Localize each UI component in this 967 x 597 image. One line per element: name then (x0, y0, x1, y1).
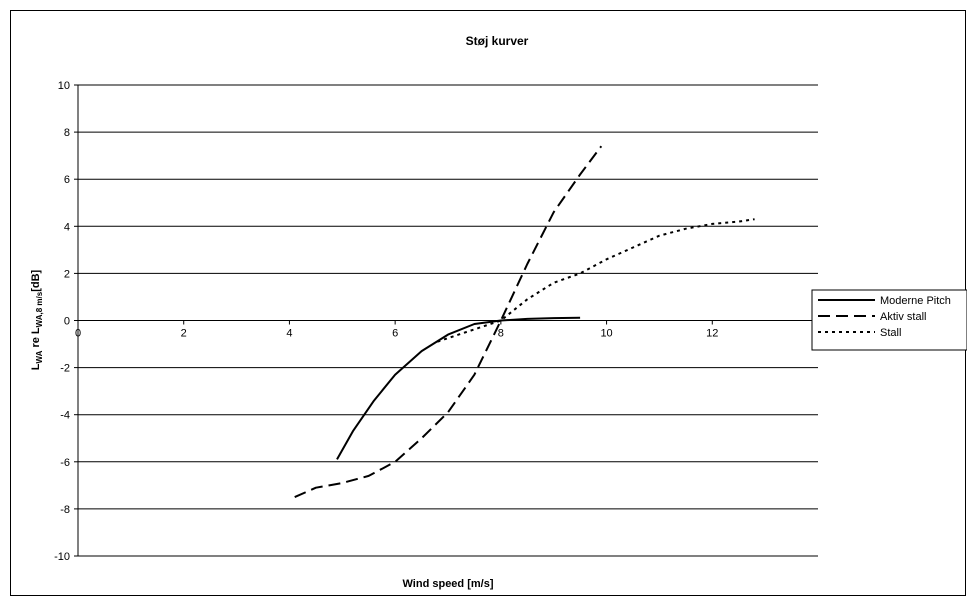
y-tick-label: -10 (54, 551, 70, 563)
chart-frame (10, 10, 966, 596)
y-axis-title-sub-b: WA,8 m/s (35, 291, 44, 327)
y-tick-label: -4 (60, 410, 70, 422)
chart-title: Støj kurver (466, 34, 529, 48)
y-axis-title: LWA re LWA,8 m/s[dB] (30, 269, 44, 370)
y-tick-label: 10 (58, 80, 70, 92)
series-lines (294, 145, 755, 499)
y-axis-title-main-a: L (30, 363, 42, 370)
legend-label-stall: Stall (880, 327, 901, 339)
legend-label-aktiv-stall: Aktiv stall (880, 311, 926, 323)
x-tick-label: 8 (498, 328, 504, 340)
grid-lines (78, 84, 818, 557)
y-axis-title-sub-a: WA (35, 350, 44, 363)
x-tick-label: 10 (600, 328, 612, 340)
series-line-moderne-pitch (336, 316, 581, 460)
series-line-aktiv-stall (294, 145, 603, 499)
axes (74, 84, 819, 557)
y-tick-label: 6 (64, 174, 70, 186)
tick-labels: -10-8-6-4-2024681002468101214 (54, 80, 824, 563)
x-tick-label: 0 (75, 328, 81, 340)
x-tick-label: 4 (286, 328, 292, 340)
y-tick-label: -8 (60, 504, 70, 516)
y-tick-label: 2 (64, 268, 70, 280)
y-tick-label: 4 (64, 221, 70, 233)
y-tick-label: -2 (60, 363, 70, 375)
x-tick-label: 2 (181, 328, 187, 340)
y-axis-title-unit: [dB] (30, 269, 42, 291)
y-tick-label: 0 (64, 316, 70, 328)
y-tick-label: -6 (60, 457, 70, 469)
x-tick-label: 6 (392, 328, 398, 340)
y-tick-label: 8 (64, 127, 70, 139)
legend: Moderne Pitch Aktiv stall Stall (811, 289, 967, 351)
x-axis-title: Wind speed [m/s] (403, 578, 494, 590)
legend-label-moderne-pitch: Moderne Pitch (880, 295, 951, 307)
y-axis-title-main-b: re L (30, 327, 42, 351)
x-tick-label: 12 (706, 328, 718, 340)
